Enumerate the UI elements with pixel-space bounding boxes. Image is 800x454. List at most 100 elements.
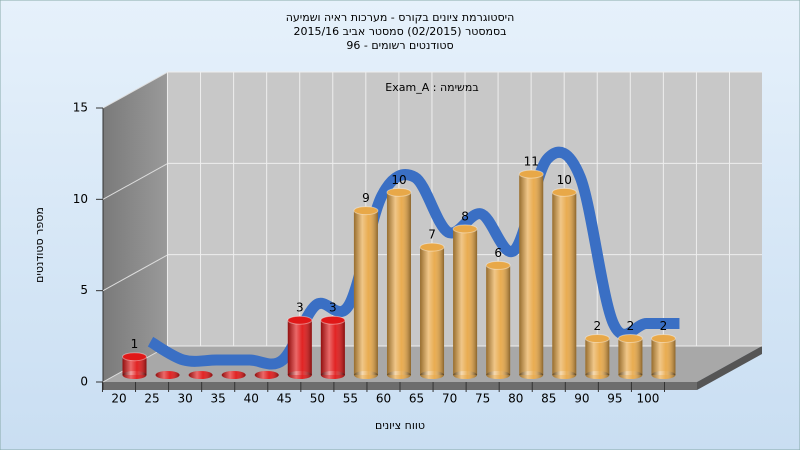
bar-shade: [552, 192, 577, 375]
bar-base-shade: [320, 371, 345, 379]
bar-group: [254, 371, 279, 379]
bar-top: [122, 352, 147, 362]
x-tick-label: 60: [376, 392, 391, 406]
bar-top: [287, 315, 313, 325]
x-tick-label: 35: [211, 392, 226, 406]
bar-group: 10: [386, 173, 412, 379]
bar-base-shade: [353, 371, 378, 379]
bar-base-shade: [254, 371, 279, 379]
bar-shade: [519, 174, 544, 375]
bar-group: 10: [551, 173, 577, 379]
data-label: 8: [461, 209, 469, 223]
bar-shade: [122, 356, 147, 375]
y-tick-label: 15: [73, 101, 88, 115]
bar-shade: [618, 338, 643, 375]
bar-top: [551, 187, 577, 197]
bar-group: 2: [617, 319, 643, 379]
bar-top: [518, 169, 544, 179]
bar-shade: [585, 338, 610, 375]
x-tick-label: 65: [409, 392, 424, 406]
data-label: 11: [524, 155, 539, 169]
y-tick-label: 0: [80, 375, 88, 389]
x-tick-label: 75: [475, 392, 490, 406]
x-tick-label: 40: [244, 392, 259, 406]
trend-ribbon: [147, 146, 680, 370]
bar-group: 2: [584, 319, 610, 379]
x-tick-label: 30: [177, 392, 192, 406]
bar-top: [353, 206, 379, 216]
bar-base-shade: [552, 371, 577, 379]
bar-group: 3: [320, 301, 346, 379]
bar-base-shade: [618, 371, 643, 379]
grid-line: [102, 71, 169, 109]
left-wall: [103, 72, 168, 382]
bar-shade: [486, 265, 511, 375]
y-axis-label: מספר סטודנטים: [33, 207, 46, 283]
bar-base-shade: [122, 371, 147, 379]
x-tick-label: 45: [277, 392, 292, 406]
data-label: 10: [557, 173, 572, 187]
bar-group: 3: [287, 301, 313, 379]
data-label: 10: [391, 173, 406, 187]
bar-base-shade: [420, 371, 445, 379]
grid-line: [102, 162, 169, 200]
x-tick-label: 80: [508, 392, 523, 406]
bar-base-shade: [486, 371, 511, 379]
x-tick-label: 85: [541, 392, 556, 406]
title-line: היסטוגרמת ציונים בקורס - מערכות ראיה ושמ…: [286, 11, 515, 24]
bar-group: 11: [518, 155, 544, 379]
bar-top: [452, 224, 478, 234]
bar-group: [155, 371, 180, 379]
bar-base-shade: [651, 371, 676, 379]
bar-group: 6: [485, 246, 511, 379]
title-line: סטודנטים רשומים - 96: [346, 39, 453, 52]
y-tick-label: 10: [73, 192, 88, 206]
x-tick-label: 95: [607, 392, 622, 406]
bar-shade: [386, 192, 411, 375]
x-tick-label: 70: [442, 392, 457, 406]
x-tick-label: 55: [343, 392, 358, 406]
floor-side: [697, 346, 762, 390]
x-tick-label: 90: [574, 392, 589, 406]
bar-base-shade: [287, 371, 312, 379]
bar-base-shade: [585, 371, 610, 379]
x-tick-label: 50: [310, 392, 325, 406]
bar-shade: [320, 320, 345, 375]
bar-shade: [353, 210, 378, 375]
data-label: 7: [428, 228, 436, 242]
bar-base-shade: [188, 371, 213, 379]
bar-base-shade: [386, 371, 411, 379]
y-tick-label: 5: [80, 283, 88, 297]
data-label: 2: [594, 319, 602, 333]
bar-group: 2: [650, 319, 676, 379]
bar-top: [650, 333, 676, 343]
bar-top: [485, 260, 511, 270]
data-label: 2: [627, 319, 635, 333]
bar-top: [584, 333, 610, 343]
data-label: 1: [131, 337, 139, 351]
data-label: 2: [660, 319, 668, 333]
x-tick-label: 20: [111, 392, 126, 406]
title-line: בסמסטר (02/2015) סמסטר אביב 2015/16: [293, 25, 506, 38]
bar-group: [188, 371, 213, 379]
bar-group: 7: [419, 228, 445, 379]
bar-group: [221, 371, 246, 379]
x-tick-label: 100: [637, 392, 660, 406]
x-axis-label: טווח ציונים: [375, 419, 425, 432]
grid-line: [102, 254, 169, 292]
x-tick-label: 25: [144, 392, 159, 406]
bar-shade: [453, 228, 478, 375]
bar-shade: [420, 247, 445, 375]
data-label: 3: [296, 301, 304, 315]
data-label: 3: [329, 301, 337, 315]
bar-group: 9: [353, 191, 379, 379]
data-label: 6: [494, 246, 502, 260]
bar-top: [386, 187, 412, 197]
bar-base-shade: [453, 371, 478, 379]
bar-base-shade: [221, 371, 246, 379]
bar-shade: [287, 320, 312, 375]
bar-top: [419, 242, 445, 252]
data-label: 9: [362, 191, 370, 205]
annotation: Exam_A : במשימה: [385, 81, 478, 94]
